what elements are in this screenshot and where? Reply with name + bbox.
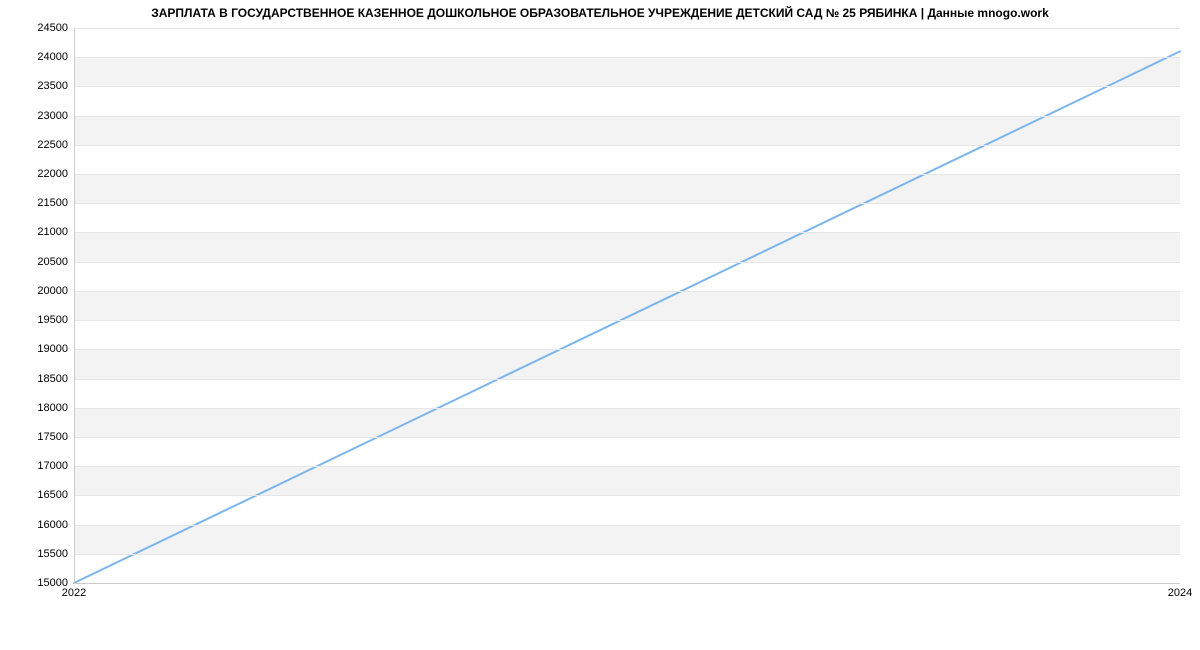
y-tick-label: 17500 — [37, 431, 68, 443]
y-tick-label: 19000 — [37, 343, 68, 355]
x-tick-label: 2022 — [62, 587, 86, 599]
y-gridline — [74, 116, 1180, 117]
y-tick-label: 18000 — [37, 402, 68, 414]
x-tick-label: 2024 — [1168, 587, 1192, 599]
x-axis-line — [74, 583, 1180, 584]
y-gridline — [74, 554, 1180, 555]
y-gridline — [74, 232, 1180, 233]
y-tick-label: 22500 — [37, 139, 68, 151]
y-tick-label: 17000 — [37, 460, 68, 472]
series-line-salary — [74, 51, 1180, 583]
y-gridline — [74, 28, 1180, 29]
y-gridline — [74, 262, 1180, 263]
y-tick-label: 19500 — [37, 314, 68, 326]
y-gridline — [74, 86, 1180, 87]
y-tick-label: 24000 — [37, 51, 68, 63]
y-gridline — [74, 379, 1180, 380]
y-gridline — [74, 145, 1180, 146]
y-tick-label: 22000 — [37, 168, 68, 180]
y-gridline — [74, 437, 1180, 438]
y-tick-label: 18500 — [37, 373, 68, 385]
y-gridline — [74, 495, 1180, 496]
y-gridline — [74, 466, 1180, 467]
y-gridline — [74, 203, 1180, 204]
y-gridline — [74, 320, 1180, 321]
y-tick-label: 16000 — [37, 519, 68, 531]
y-tick-label: 15500 — [37, 548, 68, 560]
plot-area: 1500015500160001650017000175001800018500… — [74, 28, 1180, 583]
y-gridline — [74, 408, 1180, 409]
y-tick-label: 20000 — [37, 285, 68, 297]
y-gridline — [74, 57, 1180, 58]
y-tick-label: 23000 — [37, 110, 68, 122]
chart-title: ЗАРПЛАТА В ГОСУДАРСТВЕННОЕ КАЗЕННОЕ ДОШК… — [0, 6, 1200, 20]
y-tick-label: 21500 — [37, 197, 68, 209]
y-gridline — [74, 174, 1180, 175]
line-layer — [74, 28, 1180, 583]
y-gridline — [74, 525, 1180, 526]
chart-container: ЗАРПЛАТА В ГОСУДАРСТВЕННОЕ КАЗЕННОЕ ДОШК… — [0, 0, 1200, 650]
y-tick-label: 23500 — [37, 80, 68, 92]
y-tick-label: 16500 — [37, 489, 68, 501]
y-gridline — [74, 349, 1180, 350]
y-tick-label: 21000 — [37, 226, 68, 238]
y-tick-label: 24500 — [37, 22, 68, 34]
y-tick-label: 20500 — [37, 256, 68, 268]
y-axis-line — [74, 28, 75, 583]
y-gridline — [74, 291, 1180, 292]
